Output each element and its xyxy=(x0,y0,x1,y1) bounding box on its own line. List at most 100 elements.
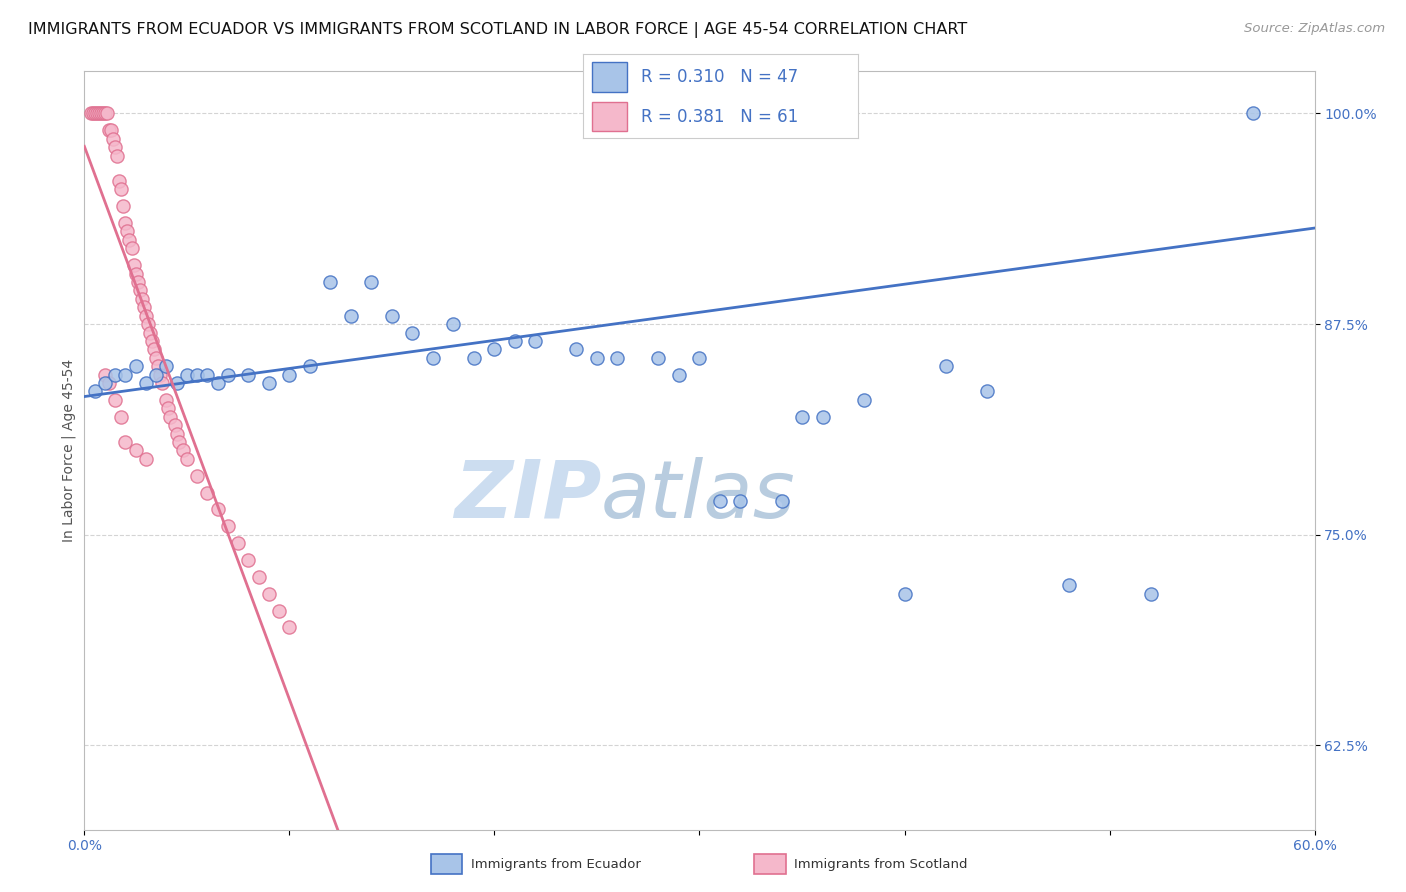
Point xyxy=(124,443,146,458)
Point xyxy=(94,106,117,120)
Point xyxy=(110,182,132,196)
Point xyxy=(811,409,834,424)
Point xyxy=(104,368,127,382)
Point xyxy=(298,359,321,374)
Point xyxy=(238,368,260,382)
Point xyxy=(96,106,118,120)
Point xyxy=(155,392,177,407)
Point xyxy=(668,368,690,382)
FancyBboxPatch shape xyxy=(592,102,627,131)
FancyBboxPatch shape xyxy=(754,855,786,874)
Point xyxy=(94,376,117,390)
Point xyxy=(128,284,150,298)
Point xyxy=(647,351,669,365)
Point xyxy=(257,376,280,390)
Point xyxy=(90,106,112,120)
Point xyxy=(124,267,146,281)
Point xyxy=(135,451,157,466)
Point xyxy=(118,233,141,247)
Point xyxy=(143,343,166,357)
Point xyxy=(132,300,155,314)
Point xyxy=(94,368,117,382)
Point xyxy=(247,570,270,584)
Y-axis label: In Labor Force | Age 45-54: In Labor Force | Age 45-54 xyxy=(62,359,76,542)
Point xyxy=(114,368,136,382)
Point xyxy=(422,351,444,365)
Point xyxy=(401,326,423,340)
Point xyxy=(689,351,711,365)
Text: IMMIGRANTS FROM ECUADOR VS IMMIGRANTS FROM SCOTLAND IN LABOR FORCE | AGE 45-54 C: IMMIGRANTS FROM ECUADOR VS IMMIGRANTS FR… xyxy=(28,22,967,38)
Point xyxy=(141,334,163,348)
Point xyxy=(730,494,752,508)
Point xyxy=(176,451,198,466)
Point xyxy=(101,132,124,146)
Point xyxy=(319,275,342,289)
Point xyxy=(1241,106,1264,120)
Point xyxy=(135,376,157,390)
Point xyxy=(586,351,609,365)
Point xyxy=(852,392,875,407)
Point xyxy=(114,216,136,230)
Point xyxy=(122,258,145,272)
Point xyxy=(104,140,127,154)
Point xyxy=(770,494,793,508)
Text: Source: ZipAtlas.com: Source: ZipAtlas.com xyxy=(1244,22,1385,36)
Point xyxy=(121,241,143,255)
Point xyxy=(82,106,104,120)
Point xyxy=(155,359,177,374)
Point xyxy=(148,359,170,374)
Point xyxy=(381,309,404,323)
Point xyxy=(278,368,301,382)
Point xyxy=(226,536,249,550)
Point xyxy=(136,317,159,331)
Point xyxy=(79,106,101,120)
Point xyxy=(269,603,291,617)
Point xyxy=(167,435,190,450)
Point xyxy=(278,620,301,634)
Point xyxy=(340,309,363,323)
Point xyxy=(145,368,167,382)
Point xyxy=(105,148,128,162)
Point xyxy=(186,368,208,382)
Point xyxy=(145,351,167,365)
Point xyxy=(149,368,172,382)
Point xyxy=(443,317,465,331)
Point xyxy=(91,106,114,120)
Point xyxy=(1057,578,1080,592)
Point xyxy=(100,123,122,137)
Point xyxy=(207,376,229,390)
Text: Immigrants from Ecuador: Immigrants from Ecuador xyxy=(471,858,641,871)
Point xyxy=(163,418,186,433)
Point xyxy=(186,468,208,483)
Point xyxy=(150,376,173,390)
Point xyxy=(131,292,153,306)
Point xyxy=(217,368,239,382)
Point xyxy=(157,401,180,416)
Point xyxy=(197,485,219,500)
Point xyxy=(114,435,136,450)
Point xyxy=(976,384,998,399)
Point xyxy=(139,326,162,340)
Point xyxy=(166,376,188,390)
Point xyxy=(709,494,731,508)
Point xyxy=(606,351,628,365)
Point xyxy=(86,106,108,120)
Point xyxy=(238,553,260,567)
Text: atlas: atlas xyxy=(602,457,796,535)
Point xyxy=(87,106,110,120)
Point xyxy=(135,309,157,323)
Point xyxy=(117,224,139,238)
Point xyxy=(1139,587,1161,601)
Point xyxy=(360,275,382,289)
Text: R = 0.310   N = 47: R = 0.310 N = 47 xyxy=(641,68,799,86)
Point xyxy=(257,587,280,601)
Text: ZIP: ZIP xyxy=(454,457,602,535)
Point xyxy=(893,587,915,601)
Point xyxy=(159,409,181,424)
Point xyxy=(98,376,120,390)
FancyBboxPatch shape xyxy=(592,62,627,92)
Point xyxy=(104,392,127,407)
Point xyxy=(197,368,219,382)
Point xyxy=(503,334,526,348)
Point xyxy=(166,426,188,441)
